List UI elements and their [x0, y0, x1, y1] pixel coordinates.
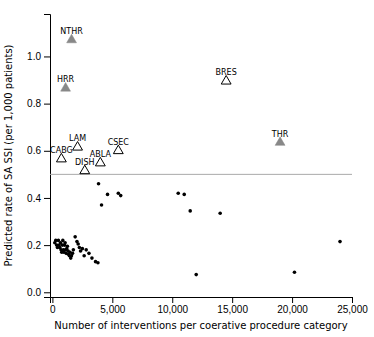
- point-label: LAM: [69, 134, 86, 143]
- point: [90, 256, 94, 260]
- tick: 0.6: [27, 145, 50, 156]
- point-label: THR: [271, 130, 289, 139]
- point: [100, 203, 104, 207]
- tick-label: 15,000: [217, 304, 248, 315]
- tick: 0.4: [27, 193, 50, 204]
- point: [218, 211, 222, 215]
- tick: 10,000: [157, 297, 188, 315]
- tick-label: 0.6: [27, 145, 41, 156]
- tick-mark: [44, 56, 50, 57]
- tick: 0: [50, 297, 56, 315]
- tick-mark: [172, 297, 173, 303]
- tick-label: 1.0: [27, 51, 41, 62]
- tick-label: 20,000: [277, 304, 308, 315]
- tick-mark: [292, 297, 293, 303]
- series: [61, 34, 285, 145]
- point-label: CSEC: [108, 138, 130, 147]
- plot: 05,00010,00015,00020,00025,0000.00.20.40…: [3, 15, 368, 332]
- point: [119, 194, 123, 198]
- point-label: BRES: [216, 68, 237, 77]
- tick-label: 10,000: [157, 304, 188, 315]
- point: [87, 252, 91, 256]
- point-label: ABLA: [90, 150, 112, 159]
- tick-label: 5,000: [100, 304, 125, 315]
- tick-label: 25,000: [337, 304, 368, 315]
- tick-label: 0.0: [27, 287, 41, 298]
- point: [66, 244, 70, 248]
- tick: 15,000: [217, 297, 248, 315]
- point: [96, 261, 100, 265]
- tick-mark: [44, 198, 50, 199]
- tick: 0.8: [27, 98, 50, 109]
- chart: 05,00010,00015,00020,00025,0000.00.20.40…: [0, 0, 374, 337]
- point: [194, 273, 198, 277]
- point: [182, 193, 186, 197]
- point: [71, 252, 75, 256]
- series: [53, 182, 342, 276]
- point-label: NTHR: [60, 27, 83, 36]
- y-axis: 0.0 0.2 0.4 0.6 0.8 1.0: [27, 15, 50, 298]
- tick-label: 0.8: [27, 98, 41, 109]
- point: [63, 241, 67, 245]
- x-axis: 0 5,000 10,000 15,000 20,000 25,000: [50, 297, 368, 315]
- tick: 5,000: [100, 297, 125, 315]
- point: [81, 247, 85, 251]
- tick: 0.2: [27, 240, 50, 251]
- tick-mark: [52, 297, 53, 303]
- point: [338, 240, 342, 244]
- tick: 20,000: [277, 297, 308, 315]
- tick: 1.0: [27, 51, 50, 62]
- tick-mark: [44, 104, 50, 105]
- point: [76, 242, 80, 246]
- marks: [50, 34, 352, 276]
- point: [293, 270, 297, 274]
- y-axis-line: [44, 15, 51, 298]
- tick: 0.0: [27, 287, 50, 298]
- point: [188, 209, 192, 213]
- x-axis-title: Number of interventions per coerative pr…: [54, 320, 347, 331]
- point: [82, 254, 86, 258]
- point: [73, 235, 77, 239]
- x-axis-line: [51, 298, 353, 304]
- point: [72, 248, 76, 252]
- tick-mark: [232, 297, 233, 303]
- point-labels: NTHR HRR THR BRES LAM CABGDISH CSEC ABLA: [50, 27, 289, 167]
- point: [97, 182, 101, 186]
- tick-label: 0.2: [27, 240, 41, 251]
- point: [84, 248, 88, 252]
- tick-mark: [44, 245, 50, 246]
- tick-label: 0.4: [27, 193, 41, 204]
- y-axis-title: Predicted rate of SA SSI (per 1,000 pati…: [3, 44, 14, 266]
- series: [56, 76, 231, 174]
- point: [106, 193, 110, 197]
- tick-mark: [112, 297, 113, 303]
- tick-mark: [44, 292, 50, 293]
- tick-mark: [352, 297, 353, 303]
- tick-label: 0: [50, 304, 56, 315]
- point-label: CABG: [50, 146, 73, 155]
- point: [176, 191, 180, 195]
- threshold-line: [50, 174, 352, 175]
- point-label: DISH: [75, 158, 95, 167]
- tick: 25,000: [337, 297, 368, 315]
- point-label: HRR: [57, 75, 75, 84]
